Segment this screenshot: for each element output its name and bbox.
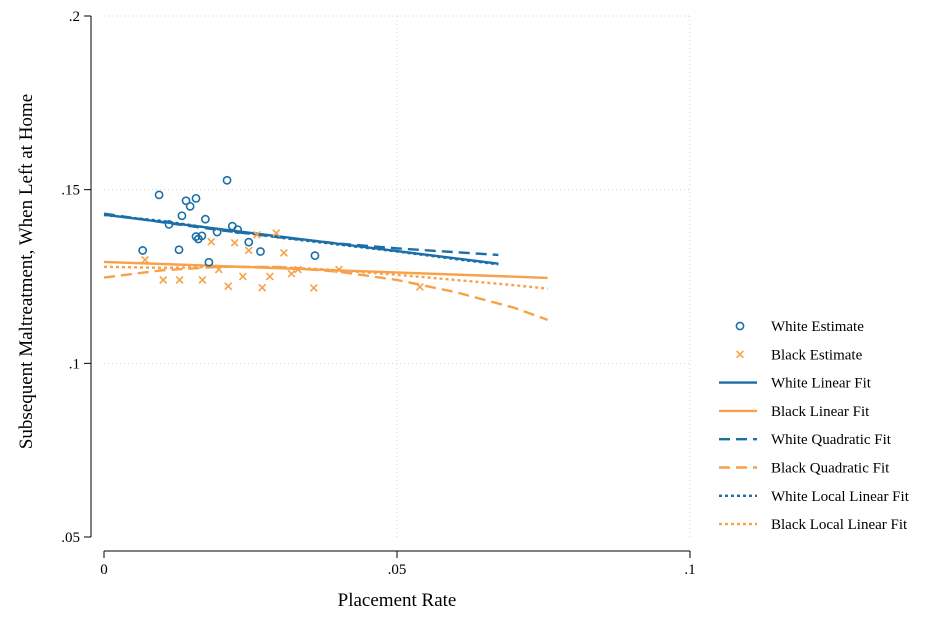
data-point bbox=[141, 255, 149, 264]
x-tick-label: .1 bbox=[684, 562, 695, 578]
legend-key-white-estimate bbox=[735, 321, 745, 331]
data-point bbox=[233, 225, 243, 235]
y-tick-label: .1 bbox=[69, 356, 80, 372]
y-tick-label: .15 bbox=[61, 183, 80, 199]
data-point bbox=[200, 214, 210, 224]
data-point bbox=[252, 230, 261, 239]
legend-key-black-estimate bbox=[736, 350, 744, 359]
legend: White Estimate Black Estimate White Linear… bbox=[719, 319, 910, 533]
data-point bbox=[181, 196, 191, 206]
data-point bbox=[335, 265, 343, 274]
legend-label: Black Local Linear Fit bbox=[771, 517, 908, 533]
data-point bbox=[197, 231, 207, 241]
data-point bbox=[164, 219, 174, 229]
plot-area bbox=[103, 175, 549, 322]
series-line-white-quadratic-fit bbox=[103, 212, 499, 257]
data-point bbox=[154, 190, 164, 200]
legend-label: Black Estimate bbox=[771, 347, 863, 363]
data-point bbox=[198, 276, 207, 284]
data-point bbox=[244, 246, 253, 255]
data-point bbox=[191, 193, 201, 203]
data-point bbox=[138, 246, 148, 255]
data-point bbox=[212, 227, 222, 237]
legend-label: White Linear Fit bbox=[771, 376, 872, 392]
data-point bbox=[174, 245, 184, 255]
axes: 0 .05 .1 .05 .1 .15 .2 bbox=[61, 9, 695, 578]
series-line-black-quadratic-fit bbox=[103, 265, 549, 322]
data-point bbox=[191, 232, 201, 241]
legend-label: White Estimate bbox=[771, 319, 864, 335]
data-point bbox=[294, 265, 302, 274]
data-point bbox=[177, 211, 187, 221]
x-tick-label: 0 bbox=[100, 562, 108, 578]
data-point bbox=[238, 272, 247, 281]
data-point bbox=[185, 201, 195, 211]
data-point bbox=[222, 175, 232, 185]
data-point bbox=[272, 229, 281, 238]
legend-label: White Local Linear Fit bbox=[771, 489, 910, 505]
data-point bbox=[258, 283, 267, 292]
data-point bbox=[265, 272, 274, 281]
data-point bbox=[159, 276, 168, 284]
data-point bbox=[244, 237, 254, 247]
data-point bbox=[230, 238, 239, 247]
data-point bbox=[279, 248, 288, 257]
data-point bbox=[256, 247, 265, 256]
data-point bbox=[287, 269, 296, 278]
y-axis-title: Subsequent Maltreatment, When Left at Ho… bbox=[16, 94, 37, 449]
legend-label: White Quadratic Fit bbox=[771, 432, 892, 448]
grid bbox=[104, 15, 691, 537]
legend-label: Black Linear Fit bbox=[771, 404, 870, 420]
data-point bbox=[204, 257, 214, 267]
y-tick-label: .2 bbox=[69, 9, 80, 25]
data-point bbox=[309, 283, 318, 292]
legend-label: Black Quadratic Fit bbox=[771, 461, 890, 477]
x-tick-label: .05 bbox=[388, 562, 407, 578]
x-axis-title: Placement Rate bbox=[338, 590, 457, 611]
data-point bbox=[310, 251, 320, 261]
data-point bbox=[415, 282, 424, 291]
y-tick-label: .05 bbox=[61, 530, 80, 546]
data-point bbox=[175, 276, 184, 284]
data-point bbox=[207, 237, 216, 246]
data-point bbox=[224, 282, 233, 291]
data-point bbox=[214, 265, 223, 274]
